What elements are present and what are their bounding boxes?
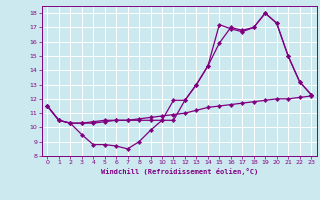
X-axis label: Windchill (Refroidissement éolien,°C): Windchill (Refroidissement éolien,°C) — [100, 168, 258, 175]
